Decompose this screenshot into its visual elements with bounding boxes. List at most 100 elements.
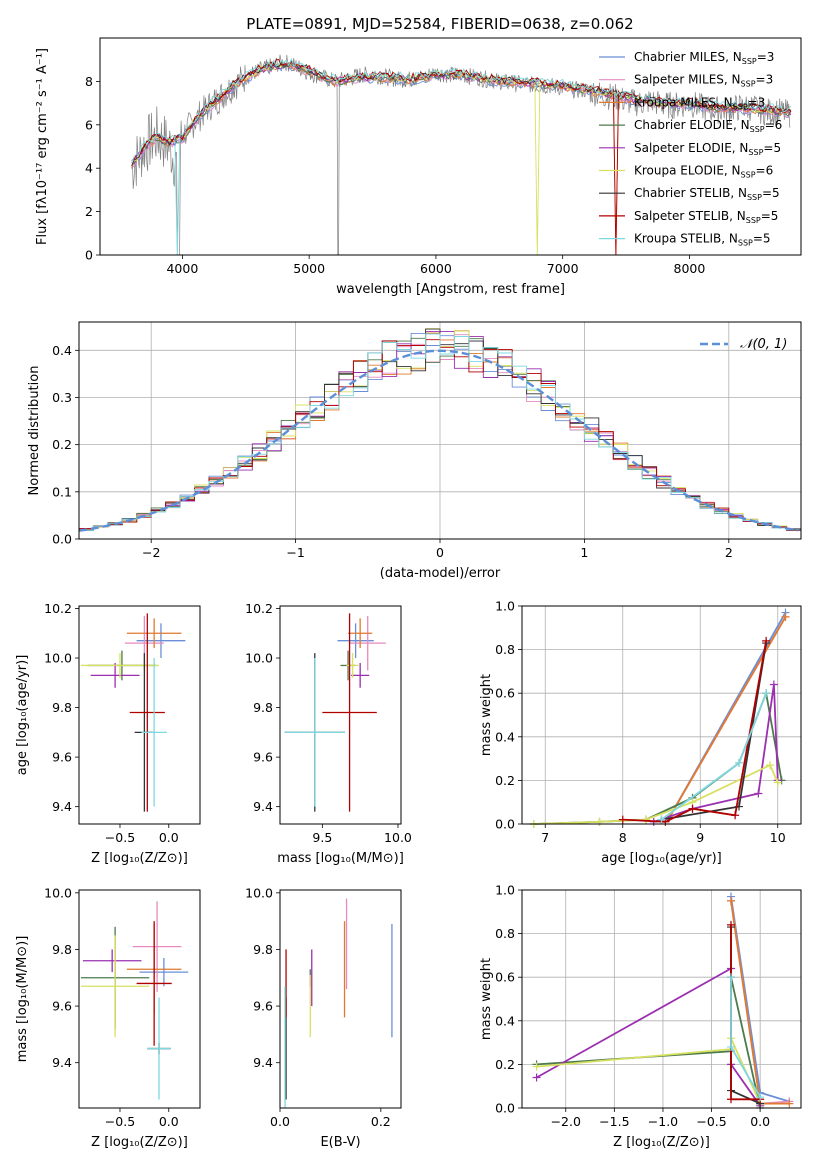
legend-label-subscript: SSP: [742, 57, 757, 66]
x-tick-label: 6000: [420, 261, 452, 276]
legend-label-tail: =5: [762, 186, 780, 200]
weight-marker: [727, 973, 736, 982]
y-axis-label: mass weight: [479, 958, 494, 1040]
plot-area: 4000 5000 6000 7000 8000 0 2 4 6 8 wavelength [Ang…: [15, 37, 802, 1150]
x-axis-label: Z [log₁₀(Z/Z⊙)]: [613, 1135, 710, 1150]
y-tick-label: 9.4: [52, 1055, 72, 1070]
y-tick-label: 9.6: [253, 750, 273, 765]
y-tick-label: 0.0: [52, 532, 72, 547]
panel-mass_vs_Z: −0.5 0.0 9.4 9.6 9.8 10.0 Z [log₁₀(Z/Z⊙)] mass …: [15, 885, 201, 1150]
weight-marker: [595, 817, 604, 826]
y-tick-label: 8: [85, 74, 93, 89]
y-axis-label: mass [log₁₀(M/M⊙)]: [15, 936, 30, 1063]
weight-line: [533, 763, 779, 825]
weight-marker: [754, 789, 763, 798]
weight-marker: [618, 815, 627, 824]
legend-label-text: Salpeter ELODIE, N: [634, 141, 748, 155]
y-tick-label: 9.8: [52, 700, 72, 715]
y-tick-label: 1.0: [495, 599, 515, 614]
x-tick-label: 7000: [547, 261, 579, 276]
x-axis-label: E(B-V): [320, 1135, 360, 1150]
model-spectrum-line: [131, 59, 792, 255]
x-tick-label: 9.5: [312, 830, 332, 845]
legend-label: Kroupa MILES, NSSP=3: [634, 95, 765, 111]
y-axis-label: Normed distribution: [27, 366, 42, 496]
panel-weight_vs_Z: −2.0 −1.5 −1.0 −0.5 0.0 0.0 0.2 0.4 0.6 0.8 1.0 Z […: [479, 883, 802, 1150]
y-tick-label: 0.2: [495, 1057, 515, 1072]
legend-label-tail: =3: [756, 73, 774, 87]
axes-frame: [521, 605, 802, 825]
weight-marker: [727, 920, 736, 929]
y-tick-label: 0.3: [52, 390, 72, 405]
legend-label-text: Kroupa STELIB, N: [634, 232, 738, 246]
legend-label-tail: =3: [757, 50, 775, 64]
x-tick-label: 8000: [674, 261, 706, 276]
legend-label-tail: =3: [748, 95, 766, 109]
legend-label: 𝒩(0, 1): [740, 337, 787, 352]
axes-frame: [78, 889, 201, 1109]
x-tick-label: 0: [436, 545, 444, 560]
weight-line: [536, 977, 762, 1109]
normal-curve: [78, 349, 799, 532]
axes-frame: [521, 889, 802, 1109]
y-tick-label: 10.2: [245, 601, 273, 616]
weight-marker: [532, 1073, 541, 1082]
legend-label-tail: =5: [761, 209, 779, 223]
weight-marker: [785, 1099, 794, 1108]
y-tick-label: 0.2: [495, 773, 515, 788]
legend-label: Kroupa ELODIE, NSSP=6: [634, 164, 773, 180]
y-tick-label: 0: [85, 248, 93, 263]
legend-label: Salpeter ELODIE, NSSP=5: [634, 141, 781, 157]
y-tick-label: 9.4: [253, 1055, 273, 1070]
x-tick-label: −1.0: [648, 1114, 678, 1129]
x-tick-label: 0.2: [371, 1114, 391, 1129]
legend-label-subscript: SSP: [733, 102, 748, 111]
weight-line: [660, 692, 767, 821]
weight-marker: [766, 761, 774, 770]
y-tick-label: 9.4: [52, 799, 72, 814]
y-tick-label: 2: [85, 204, 93, 219]
y-tick-label: 9.8: [253, 700, 273, 715]
weight-marker: [731, 811, 740, 820]
weight-marker: [773, 778, 782, 787]
legend-label-subscript: SSP: [746, 216, 761, 225]
y-tick-label: 0.8: [495, 642, 515, 657]
figure-title: PLATE=0891, MJD=52584, FIBERID=0638, z=0…: [246, 15, 633, 33]
x-tick-label: −2.0: [551, 1114, 581, 1129]
x-axis-label: age [log₁₀(age/yr)]: [601, 851, 722, 866]
weight-marker: [762, 636, 771, 645]
legend-label-subscript: SSP: [738, 239, 753, 248]
weight-marker: [727, 1095, 736, 1104]
x-axis-label: Z [log₁₀(Z/Z⊙)]: [91, 1135, 188, 1150]
y-tick-label: 10.0: [44, 651, 72, 666]
axes-frame: [279, 605, 402, 825]
weight-marker: [688, 804, 697, 813]
y-tick-label: 0.0: [495, 817, 515, 832]
y-tick-label: 6: [85, 117, 93, 132]
y-tick-label: 0.6: [495, 970, 515, 985]
y-tick-label: 4: [85, 161, 93, 176]
x-tick-label: −0.5: [105, 1114, 135, 1129]
x-tick-label: 0.0: [750, 1114, 770, 1129]
weight-marker: [727, 896, 736, 905]
axes-frame: [78, 321, 802, 540]
x-axis-label: Z [log₁₀(Z/Z⊙)]: [91, 851, 188, 866]
y-tick-label: 9.6: [52, 999, 72, 1014]
x-tick-label: −2: [142, 545, 160, 560]
panel-residuals: −2 −1 0 1 2 0.0 0.1 0.2 0.3 0.4 (data-model)/error…: [27, 321, 802, 581]
weight-marker: [762, 689, 771, 698]
panel-age_vs_Z: −0.5 0.0 9.4 9.6 9.8 10.0 10.2 Z [log₁₀(Z/Z⊙)] a…: [15, 601, 201, 866]
x-tick-label: 4000: [166, 261, 198, 276]
y-tick-label: 10.0: [245, 885, 273, 900]
legend-label-text: Chabrier ELODIE, N: [634, 118, 750, 132]
legend-label-subscript: SSP: [750, 125, 765, 134]
legend-label-text: Salpeter STELIB, N: [634, 209, 746, 223]
x-tick-label: 9: [696, 830, 704, 845]
y-tick-label: 9.6: [253, 999, 273, 1014]
legend-label-text: Chabrier MILES, N: [634, 50, 742, 64]
legend-label: Chabrier ELODIE, NSSP=6: [634, 118, 782, 134]
weight-line: [536, 1037, 762, 1104]
x-tick-label: 0.0: [270, 1114, 290, 1129]
x-tick-label: 0.0: [159, 830, 179, 845]
